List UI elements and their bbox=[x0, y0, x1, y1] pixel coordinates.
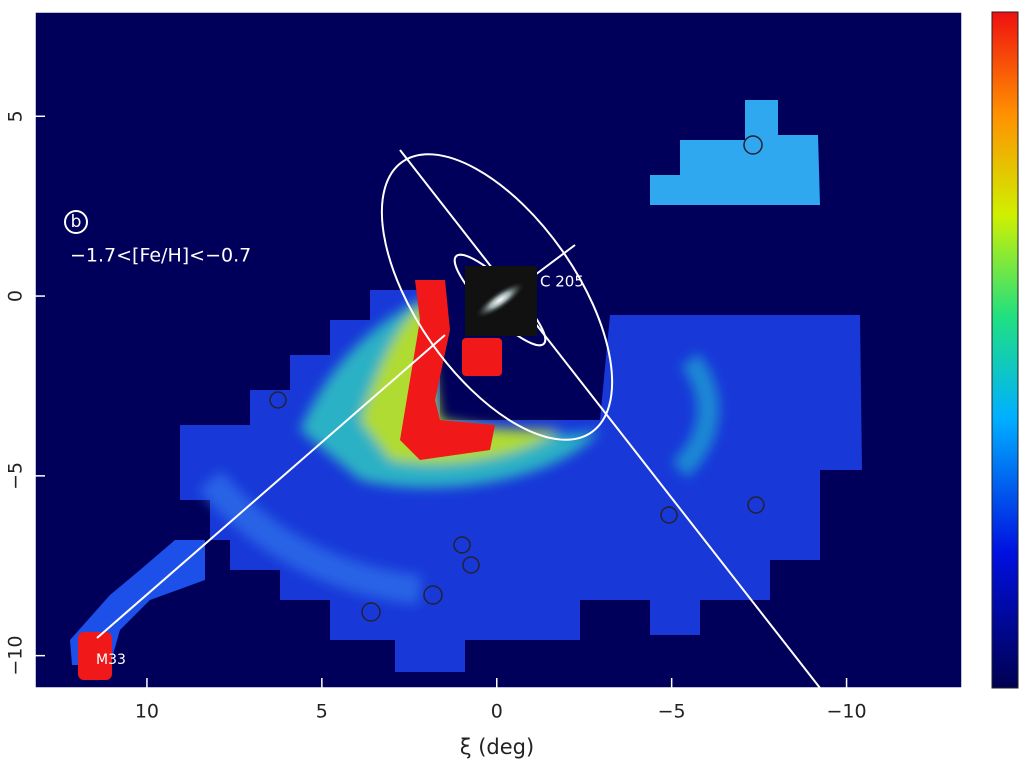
x-tick-label: −5 bbox=[658, 701, 686, 723]
x-axis-label: ξ (deg) bbox=[460, 735, 534, 759]
colorbar bbox=[991, 11, 1019, 689]
ngc205-label: C 205 bbox=[540, 273, 584, 291]
y-tick-label: 5 bbox=[5, 110, 27, 122]
x-tick-label: −10 bbox=[827, 701, 867, 723]
y-tick-label: −5 bbox=[5, 462, 27, 490]
x-tick-label: 10 bbox=[135, 701, 159, 723]
density-map bbox=[70, 100, 862, 680]
y-tick-label: −10 bbox=[5, 636, 27, 676]
plot-frame bbox=[34, 11, 963, 689]
galaxy-image bbox=[465, 266, 537, 336]
label-circle bbox=[64, 210, 88, 234]
m33-label: M33 bbox=[96, 652, 126, 668]
x-tick-label: 0 bbox=[491, 701, 503, 723]
y-tick-label: 0 bbox=[5, 290, 27, 302]
x-tick-label: 5 bbox=[316, 701, 328, 723]
panel-label: b bbox=[71, 212, 82, 232]
metallicity-label: −1.7<[Fe/H]<−0.7 bbox=[70, 245, 251, 267]
satellite-markers bbox=[269, 135, 765, 622]
overlay bbox=[96, 149, 821, 689]
